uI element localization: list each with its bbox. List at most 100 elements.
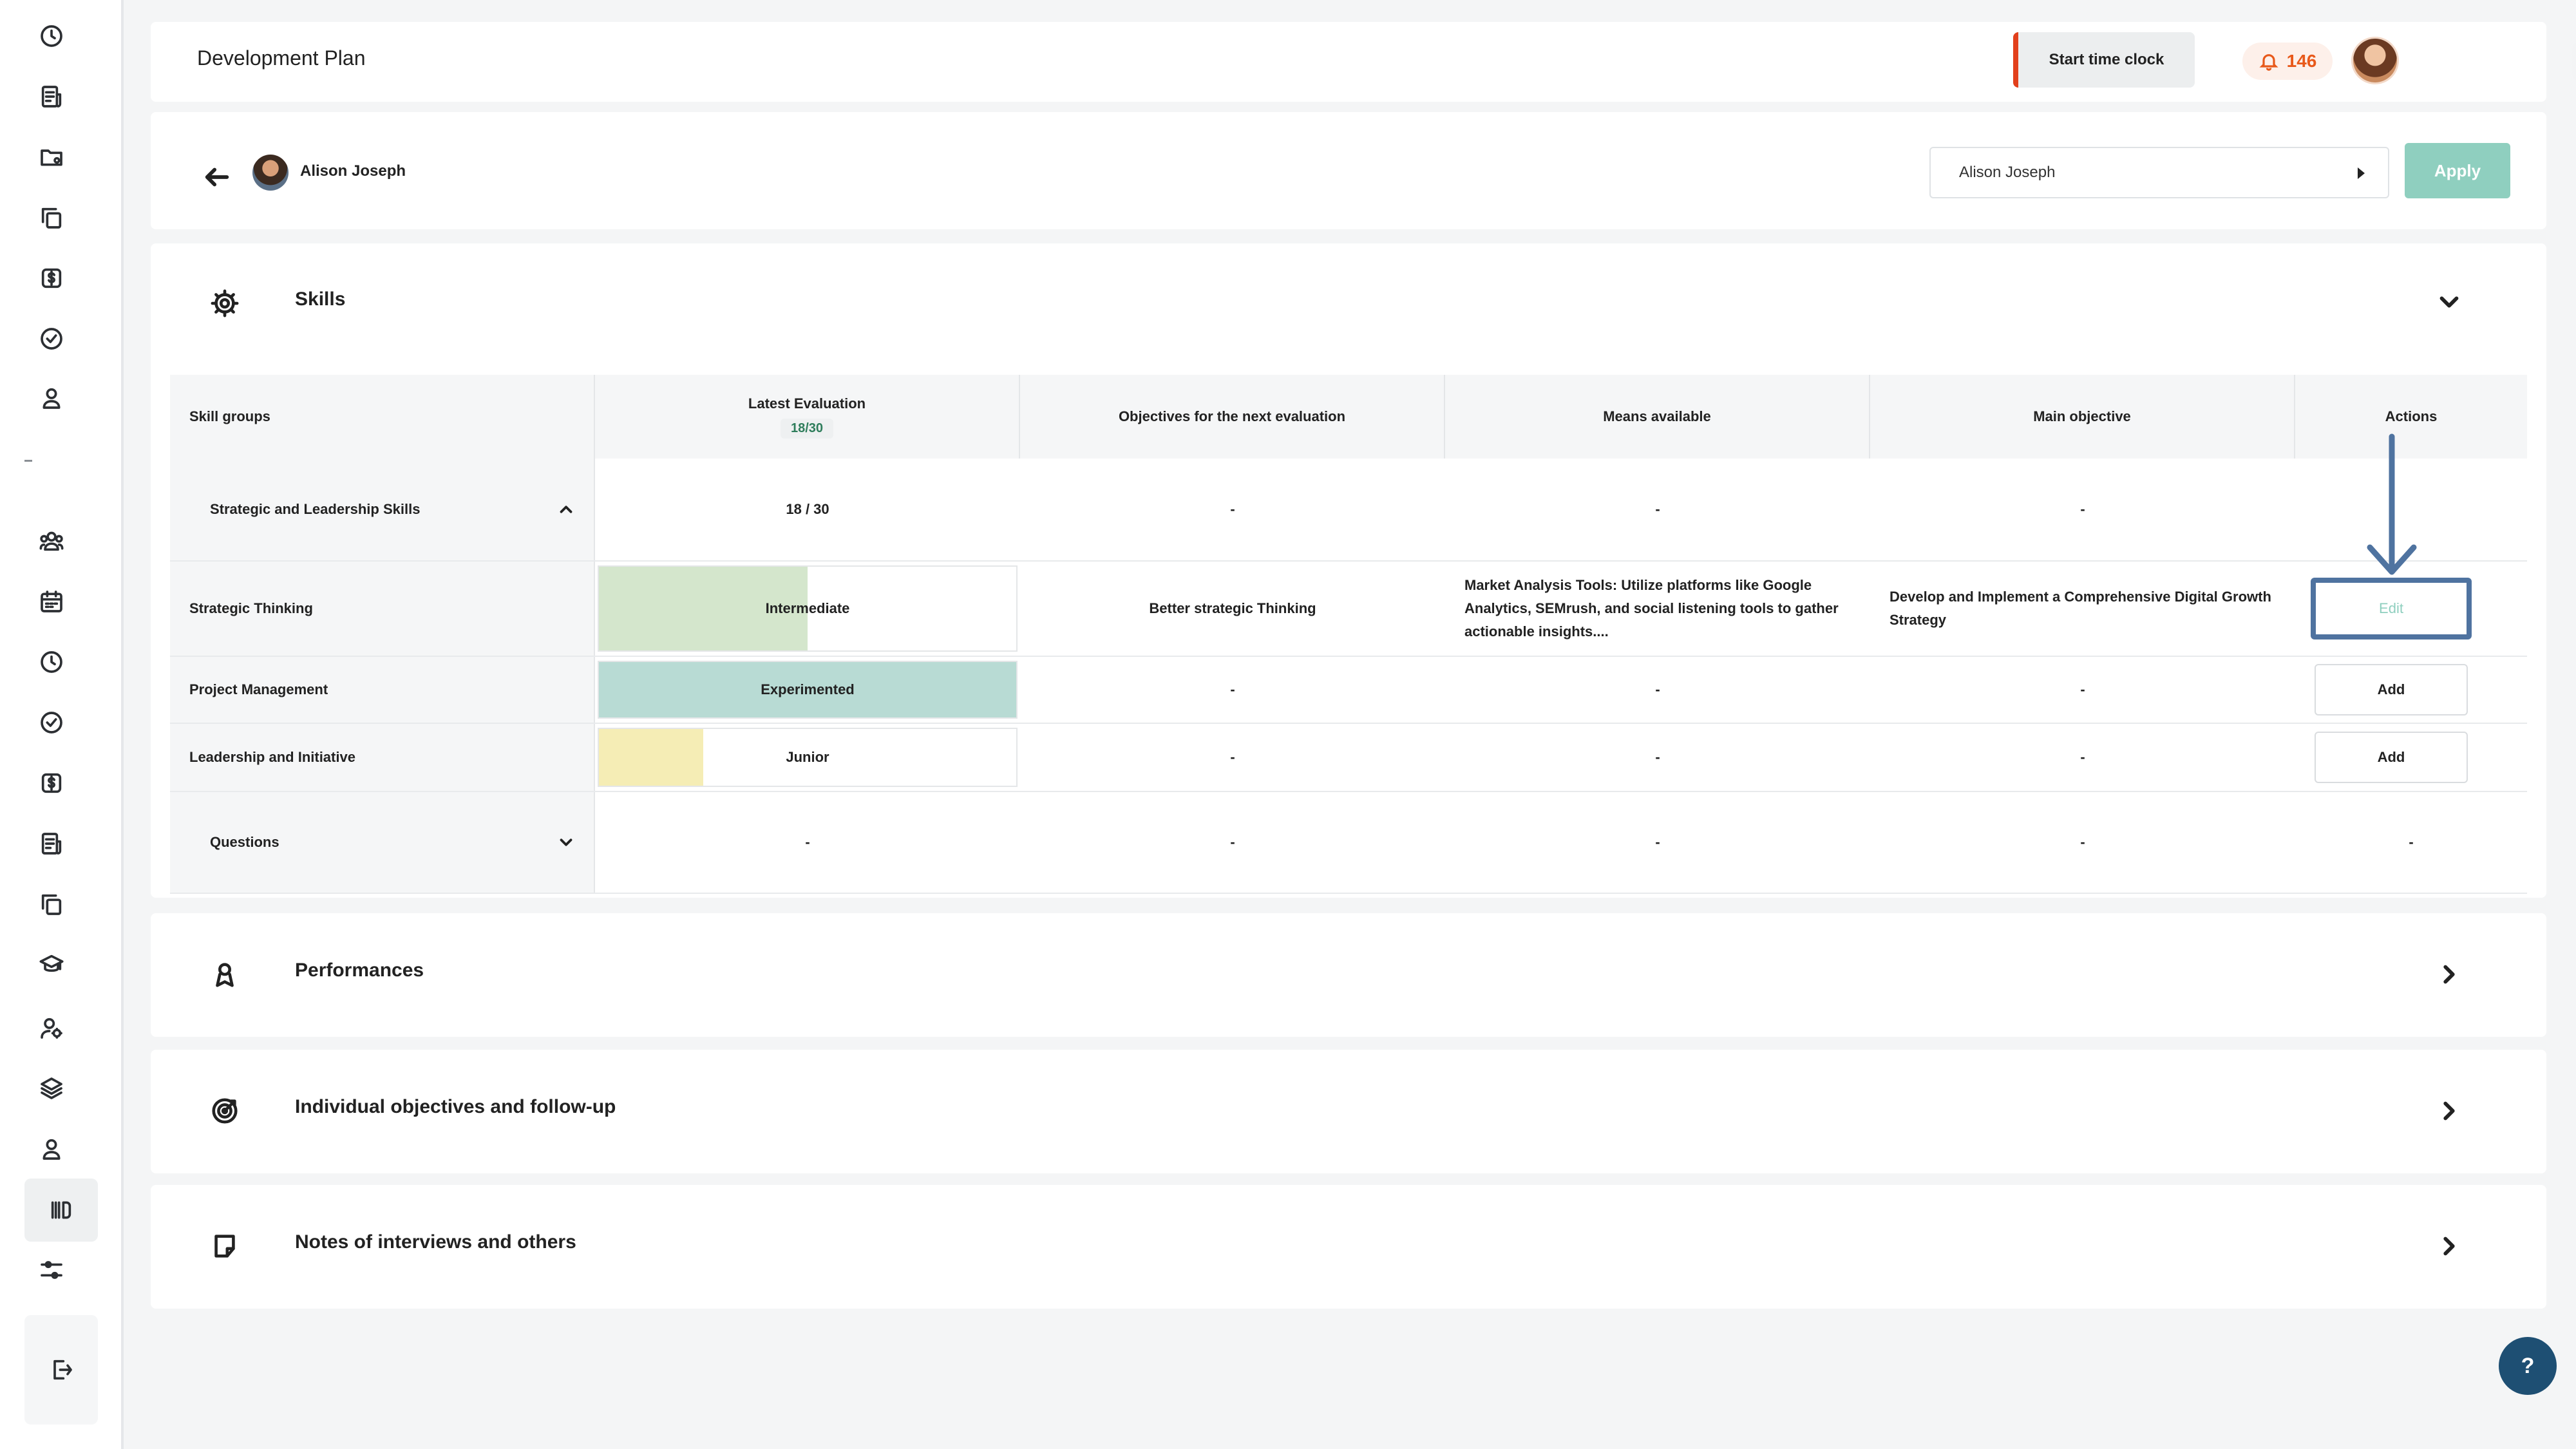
group-row: Questions - - - - - [170, 792, 2527, 894]
documents-icon[interactable] [31, 884, 72, 925]
group-row: Strategic and Leadership Skills 18 / 30 … [170, 459, 2527, 562]
group-toggle[interactable]: Questions [170, 792, 595, 893]
check-circle-icon[interactable] [31, 318, 72, 359]
skill-objectives: Better strategic Thinking [1149, 600, 1316, 616]
caret-right-icon [2358, 167, 2365, 179]
calendar-icon[interactable] [31, 581, 72, 622]
chevron-right-icon[interactable] [2434, 1096, 2464, 1126]
col-latest-evaluation: Latest Evaluation 18/30 [595, 375, 1020, 459]
logout-button[interactable] [24, 1315, 98, 1425]
top-header: Development Plan Start time clock 146 EN [151, 22, 2576, 102]
chevron-right-icon[interactable] [2434, 960, 2464, 989]
sidebar-divider [24, 460, 32, 462]
layers-icon[interactable] [31, 1068, 72, 1109]
employee-bar: Alison Joseph Alison Joseph Apply [151, 112, 2546, 229]
notes-section[interactable]: Notes of interviews and others [151, 1185, 2546, 1309]
user-avatar[interactable] [2353, 39, 2397, 82]
level-bar: Experimented [598, 661, 1018, 719]
performances-title: Performances [295, 960, 424, 981]
user-settings-icon[interactable] [31, 1007, 72, 1048]
annotation-arrow-icon [2360, 433, 2424, 581]
task-check-icon[interactable] [31, 702, 72, 743]
skills-collapse-toggle[interactable] [2434, 287, 2464, 317]
graduation-cap-icon[interactable] [31, 944, 72, 985]
employee-avatar [252, 155, 289, 191]
employee-select[interactable]: Alison Joseph [1929, 147, 2389, 198]
skill-name: Project Management [170, 657, 595, 723]
clock-icon[interactable] [31, 15, 72, 57]
group-name: Strategic and Leadership Skills [210, 501, 421, 517]
skill-name: Leadership and Initiative [170, 724, 595, 791]
employee-select-value: Alison Joseph [1959, 164, 2056, 181]
group-score: - [805, 834, 810, 850]
level-label: Experimented [761, 681, 855, 697]
notes-title: Notes of interviews and others [295, 1231, 576, 1253]
skill-main-objective: - [2080, 681, 2085, 697]
skill-objectives: - [1230, 681, 1235, 697]
skill-main-objective: Develop and Implement a Comprehensive Di… [1889, 589, 2271, 628]
level-bar: Intermediate [598, 565, 1018, 652]
note-icon [210, 1231, 240, 1261]
document-list-icon[interactable] [31, 76, 72, 117]
back-button[interactable] [202, 162, 232, 192]
group-means: - [1655, 501, 1660, 517]
col-means: Means available [1445, 375, 1870, 459]
page-title: Development Plan [197, 46, 366, 70]
employee-name: Alison Joseph [300, 162, 406, 180]
sliders-icon[interactable] [31, 1249, 72, 1291]
evaluation-score-badge: 18/30 [780, 418, 834, 439]
objectives-section[interactable]: Individual objectives and follow-up [151, 1050, 2546, 1173]
col-actions: Actions [2295, 375, 2527, 459]
level-label: Junior [786, 749, 829, 765]
bell-icon [2259, 54, 2278, 71]
report-icon[interactable] [31, 823, 72, 864]
level-fill [599, 729, 703, 786]
arrow-left-icon [205, 167, 229, 187]
start-time-clock-button[interactable]: Start time clock [2013, 32, 2195, 88]
skill-means: - [1655, 681, 1660, 697]
col-main-objective: Main objective [1870, 375, 2295, 459]
table-row: Project Management Experimented - - - Ad… [170, 657, 2527, 724]
language-selector[interactable]: EN [2572, 41, 2576, 81]
group-objectives: - [1230, 501, 1235, 517]
group-means: - [1655, 834, 1660, 850]
notifications-button[interactable]: 146 [2242, 43, 2333, 80]
development-plan-icon[interactable] [24, 1179, 98, 1242]
skills-section: Skills Skill groups Latest Evaluation 18… [151, 243, 2546, 898]
group-objectives: - [1230, 834, 1235, 850]
add-button[interactable]: Add [2315, 664, 2468, 715]
group-main-objective: - [2080, 834, 2085, 850]
medal-icon [210, 960, 240, 989]
group-toggle[interactable]: Strategic and Leadership Skills [170, 459, 595, 560]
skills-title: Skills [295, 289, 346, 310]
edit-button[interactable]: Edit [2311, 578, 2472, 639]
chevron-up-icon [556, 500, 576, 519]
table-row: Strategic Thinking Intermediate Better s… [170, 433, 2527, 657]
folder-user-icon[interactable] [31, 137, 72, 178]
col-skill-groups: Skill groups [170, 375, 595, 459]
skill-main-objective: - [2080, 749, 2085, 765]
performances-section[interactable]: Performances [151, 913, 2546, 1037]
table-row: Leadership and Initiative Junior - - - A… [170, 724, 2527, 792]
col-latest-evaluation-label: Latest Evaluation [748, 395, 866, 412]
apply-button[interactable]: Apply [2405, 143, 2510, 198]
objectives-title: Individual objectives and follow-up [295, 1096, 616, 1117]
level-label: Intermediate [765, 600, 850, 616]
payroll-icon[interactable] [31, 762, 72, 804]
skill-objectives: - [1230, 749, 1235, 765]
user-icon[interactable] [31, 377, 72, 419]
chevron-right-icon[interactable] [2434, 1231, 2464, 1261]
notification-count: 146 [2286, 51, 2317, 71]
logout-icon [53, 1359, 72, 1380]
group-score: 18 / 30 [786, 501, 829, 517]
level-fill [599, 567, 808, 650]
time-icon[interactable] [31, 641, 72, 683]
skill-name: Strategic Thinking [170, 562, 595, 656]
dollar-icon[interactable] [31, 258, 72, 299]
help-button[interactable]: ? [2499, 1337, 2557, 1395]
group-actions: - [2409, 834, 2414, 850]
profile-icon[interactable] [31, 1128, 72, 1170]
add-button[interactable]: Add [2315, 732, 2468, 783]
copy-icon[interactable] [31, 197, 72, 238]
team-icon[interactable] [31, 520, 72, 562]
